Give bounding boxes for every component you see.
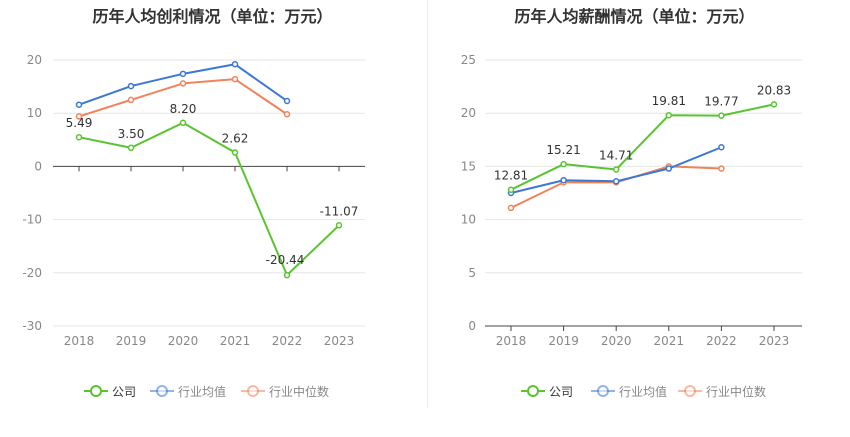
- profit-per-capita-chart: -30 -20 -10 0 10 20 2018 2019 2020 2021 2022 2023 5.…: [22, 53, 365, 348]
- y-tick-label: 10: [461, 213, 476, 227]
- legend-item[interactable]: 行业均值: [150, 380, 226, 402]
- y-tick-label: 10: [27, 106, 42, 120]
- legend-marker-icon: [150, 385, 174, 397]
- legend-label: 行业中位数: [706, 384, 767, 399]
- data-point: [231, 75, 239, 83]
- x-tick-label: 2022: [272, 334, 303, 348]
- legend-marker-icon: [84, 385, 108, 397]
- panel-divider: [427, 0, 428, 408]
- data-label: -20.44: [266, 253, 305, 267]
- data-point: [507, 186, 515, 193]
- data-point: [283, 97, 291, 105]
- legend-marker-icon: [241, 385, 265, 397]
- series-line: [78, 121, 340, 277]
- legend-label: 公司: [112, 384, 137, 399]
- y-tick-label: 0: [34, 159, 42, 173]
- data-point: [231, 149, 239, 156]
- chart-legend: 公司 行业均值 行业中位数: [0, 380, 425, 402]
- data-point: [560, 176, 567, 184]
- data-point: [231, 61, 239, 68]
- data-point: [179, 119, 187, 127]
- data-label: 8.20: [170, 102, 197, 116]
- x-tick-label: 2018: [496, 334, 527, 348]
- data-label: 19.77: [704, 95, 738, 109]
- y-tick-label: -10: [22, 213, 42, 227]
- x-tick-label: 2019: [116, 334, 147, 348]
- right-chart-panel: 历年人均薪酬情况（单位：万元） 0 5 10 15 20 25 2018 2019 2020 20…: [425, 0, 850, 437]
- chart-title: 历年人均薪酬情况（单位：万元）: [514, 7, 755, 26]
- x-tick-label: 2018: [64, 334, 95, 348]
- data-point: [718, 165, 725, 172]
- data-point: [75, 113, 83, 120]
- x-tick-label: 2019: [548, 334, 579, 348]
- legend-item[interactable]: 行业中位数: [678, 380, 766, 402]
- y-tick-label: 0: [468, 319, 476, 333]
- data-point: [179, 80, 187, 87]
- y-tick-label: 25: [461, 53, 476, 67]
- data-point: [507, 204, 515, 212]
- data-label: 19.81: [652, 94, 686, 108]
- data-label: -11.07: [320, 204, 359, 218]
- legend-item[interactable]: 行业中位数: [241, 380, 329, 402]
- series-line: [510, 103, 775, 191]
- legend-item[interactable]: 公司: [521, 380, 573, 402]
- data-label: 2.62: [222, 131, 249, 145]
- data-label: 14.71: [599, 148, 633, 162]
- data-label: 20.83: [757, 83, 791, 97]
- data-point: [612, 178, 620, 185]
- x-tick-label: 2021: [654, 334, 685, 348]
- legend-label: 行业中位数: [269, 384, 330, 399]
- data-point: [283, 111, 291, 118]
- data-point: [718, 112, 725, 119]
- x-tick-label: 2022: [706, 334, 737, 348]
- legend-marker-icon: [678, 385, 702, 397]
- data-point: [179, 70, 187, 78]
- legend-label: 公司: [549, 384, 574, 399]
- x-tick-label: 2020: [168, 334, 199, 348]
- data-label: 12.81: [494, 169, 528, 183]
- x-tick-label: 2023: [759, 334, 790, 348]
- x-tick-label: 2020: [601, 334, 632, 348]
- data-point: [127, 96, 135, 104]
- y-tick-label: -30: [22, 319, 42, 333]
- data-label: 3.50: [118, 127, 145, 141]
- data-point: [75, 101, 83, 108]
- data-point: [127, 144, 135, 152]
- data-label: 5.49: [66, 116, 93, 130]
- data-point: [718, 143, 725, 151]
- chart-legend: 公司 行业均值 行业中位数: [425, 380, 850, 402]
- salary-per-capita-chart: 0 5 10 15 20 25 2018 2019 2020 2021 2022 2023 12.81 1…: [461, 53, 802, 348]
- left-chart-panel: 历年人均创利情况（单位：万元） -30 -20 -10 0 10 20 2018 2019 20…: [0, 7, 425, 402]
- data-point: [612, 166, 620, 173]
- data-point: [283, 271, 291, 279]
- legend-item[interactable]: 公司: [84, 380, 136, 402]
- data-point: [770, 101, 778, 108]
- data-point: [335, 222, 343, 229]
- data-point: [665, 111, 673, 119]
- y-tick-label: 5: [468, 266, 476, 280]
- legend-marker-icon: [521, 385, 545, 397]
- y-tick-label: 20: [27, 53, 42, 67]
- legend-label: 行业均值: [178, 384, 227, 399]
- data-point: [560, 160, 567, 168]
- legend-label: 行业均值: [619, 384, 668, 399]
- data-point: [127, 82, 135, 90]
- data-point: [665, 165, 673, 172]
- x-tick-label: 2023: [324, 334, 355, 348]
- y-tick-label: 20: [461, 106, 476, 120]
- y-tick-label: 15: [461, 159, 476, 173]
- data-point: [75, 133, 83, 141]
- chart-title: 历年人均创利情况（单位：万元）: [92, 7, 333, 26]
- legend-marker-icon: [591, 385, 615, 397]
- legend-item[interactable]: 行业均值: [591, 380, 667, 402]
- y-tick-label: -20: [22, 266, 42, 280]
- data-label: 15.21: [546, 143, 580, 157]
- x-tick-label: 2021: [220, 334, 251, 348]
